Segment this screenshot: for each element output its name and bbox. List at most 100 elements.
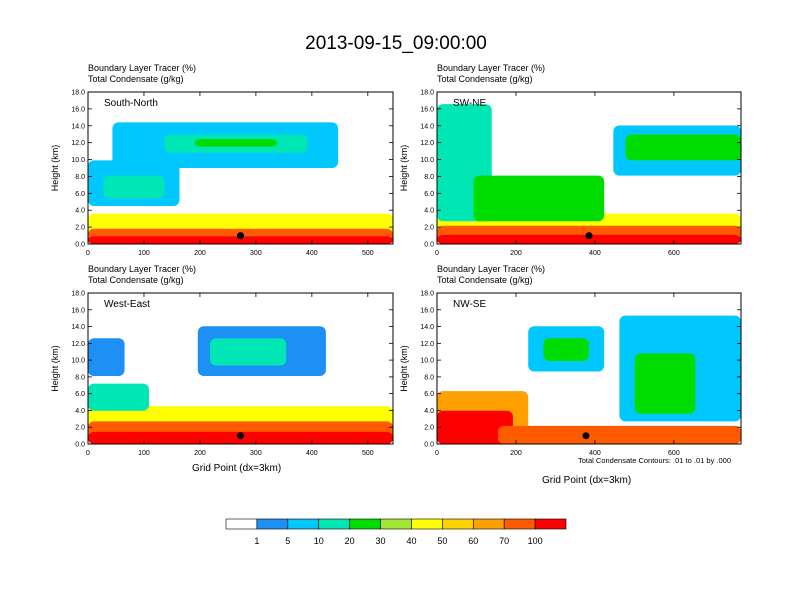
subtitle-tracer: Boundary Layer Tracer (%)	[437, 63, 546, 73]
panel-header-1: Boundary Layer Tracer (%) Total Condensa…	[88, 63, 196, 85]
colorbar-swatch	[380, 518, 412, 530]
x-tick-label: 0	[86, 250, 90, 257]
shaded-field	[437, 410, 513, 444]
y-tick-label: 6.0	[424, 191, 434, 198]
colorbar-swatch	[318, 518, 350, 530]
y-tick-label: 16.0	[420, 307, 434, 314]
subtitle-tracer: Boundary Layer Tracer (%)	[88, 264, 197, 274]
plot-frame	[87, 91, 394, 245]
location-marker	[237, 432, 244, 440]
colorbar-label: 30	[376, 536, 386, 546]
y-tick-label: 18.0	[71, 90, 85, 97]
y-tick-label: 14.0	[420, 324, 434, 331]
y-tick-label: 10.0	[71, 157, 85, 164]
y-tick-label: 8.0	[75, 174, 85, 181]
x-tick-label: 500	[362, 450, 374, 457]
y-tick-label: 8.0	[424, 174, 434, 181]
chart-panel: 0.0 2.0 4.0 6.0 8.0 10.0 12.0 14.0 16.0 18.0 0 200 4…	[399, 291, 742, 457]
shaded-field	[437, 234, 741, 244]
x-tick-label: 300	[250, 450, 262, 457]
colorbar-label: 5	[285, 536, 290, 546]
x-tick-label: 100	[138, 450, 150, 457]
colorbar-label: 60	[468, 536, 478, 546]
y-tick-label: 14.0	[71, 324, 85, 331]
colorbar: 1 5 10 20 30 40 50 60 70 100	[225, 518, 567, 546]
x-tick-label: 0	[435, 450, 439, 457]
colorbar-swatch	[503, 518, 536, 530]
chart-panel: 0.0 2.0 4.0 6.0 8.0 10.0 12.0 14.0 16.0 18.0 0 100 2…	[50, 291, 394, 457]
panel-label: NW-SE	[453, 299, 486, 310]
shaded-field	[103, 175, 165, 199]
subtitle-tracer: Boundary Layer Tracer (%)	[437, 264, 546, 274]
panel-label: West-East	[104, 299, 150, 310]
colorbar-label: 20	[345, 536, 355, 546]
y-axis-title: Height (km)	[50, 145, 60, 192]
y-tick-label: 8.0	[75, 374, 85, 381]
x-tick-label: 300	[250, 250, 262, 257]
y-tick-label: 6.0	[75, 391, 85, 398]
chart-panel: 0.0 2.0 4.0 6.0 8.0 10.0 12.0 14.0 16.0 18.0 0 100 2…	[50, 90, 394, 257]
contour-note: Total Condensate Contours: .01 to .01 by…	[578, 456, 732, 465]
x-tick-label: 400	[306, 450, 318, 457]
x-tick-label: 600	[668, 450, 680, 457]
x-tick-label: 0	[435, 250, 439, 257]
panel-header-3: Boundary Layer Tracer (%) Total Condensa…	[88, 264, 196, 286]
y-tick-label: 10.0	[71, 358, 85, 365]
x-tick-label: 200	[510, 250, 522, 257]
y-tick-label: 0.0	[424, 242, 434, 249]
y-tick-label: 2.0	[424, 425, 434, 432]
y-tick-label: 4.0	[75, 208, 85, 215]
y-tick-label: 6.0	[75, 191, 85, 198]
x-tick-label: 500	[362, 250, 374, 257]
y-tick-label: 14.0	[71, 123, 85, 130]
colorbar-swatch	[411, 518, 443, 530]
colorbar-swatch	[472, 518, 505, 530]
colorbar-label: 50	[437, 536, 447, 546]
plot-frame	[436, 292, 742, 445]
shaded-field	[88, 338, 125, 377]
x-tick-label: 200	[194, 250, 206, 257]
y-tick-label: 18.0	[420, 291, 434, 298]
y-tick-label: 12.0	[420, 341, 434, 348]
subtitle-condensate: Total Condensate (g/kg)	[88, 275, 184, 285]
location-marker	[585, 232, 593, 240]
x-tick-label: 0	[86, 450, 90, 457]
shaded-field	[210, 338, 287, 366]
x-tick-label: 400	[306, 250, 318, 257]
shaded-field	[473, 175, 605, 222]
subtitle-condensate: Total Condensate (g/kg)	[437, 74, 533, 84]
x-tick-label: 200	[510, 450, 522, 457]
colorbar-swatch	[534, 518, 567, 530]
y-tick-label: 12.0	[71, 341, 85, 348]
x-tick-label: 100	[138, 250, 150, 257]
subtitle-condensate: Total Condensate (g/kg)	[437, 275, 533, 285]
y-tick-label: 16.0	[71, 307, 85, 314]
plot-frame	[87, 292, 394, 445]
x-tick-label: 400	[589, 250, 601, 257]
panel-header-4: Boundary Layer Tracer (%) Total Condensa…	[437, 264, 545, 286]
colorbar-label: 40	[406, 536, 416, 546]
y-tick-label: 4.0	[424, 208, 434, 215]
y-tick-label: 16.0	[420, 106, 434, 113]
y-tick-label: 10.0	[420, 157, 434, 164]
chart-panel: 0.0 2.0 4.0 6.0 8.0 10.0 12.0 14.0 16.0 18.0 0 200 4…	[399, 90, 742, 257]
colorbar-label: 100	[528, 536, 543, 546]
y-tick-label: 0.0	[424, 442, 434, 449]
y-tick-label: 16.0	[71, 106, 85, 113]
y-tick-label: 12.0	[420, 140, 434, 147]
y-tick-label: 18.0	[420, 90, 434, 97]
location-marker	[237, 232, 244, 240]
colorbar-swatch	[225, 518, 258, 530]
y-tick-label: 2.0	[75, 425, 85, 432]
colorbar-label: 70	[499, 536, 509, 546]
shaded-field	[88, 236, 393, 244]
y-tick-label: 0.0	[75, 442, 85, 449]
shaded-field	[88, 383, 149, 411]
colorbar-swatch	[256, 518, 289, 530]
y-tick-label: 12.0	[71, 140, 85, 147]
main-title: 2013-09-15_09:00:00	[305, 33, 487, 54]
shaded-field	[625, 134, 741, 161]
y-tick-label: 4.0	[75, 408, 85, 415]
colorbar-label: 1	[254, 536, 259, 546]
panel-label: South-North	[104, 98, 158, 109]
